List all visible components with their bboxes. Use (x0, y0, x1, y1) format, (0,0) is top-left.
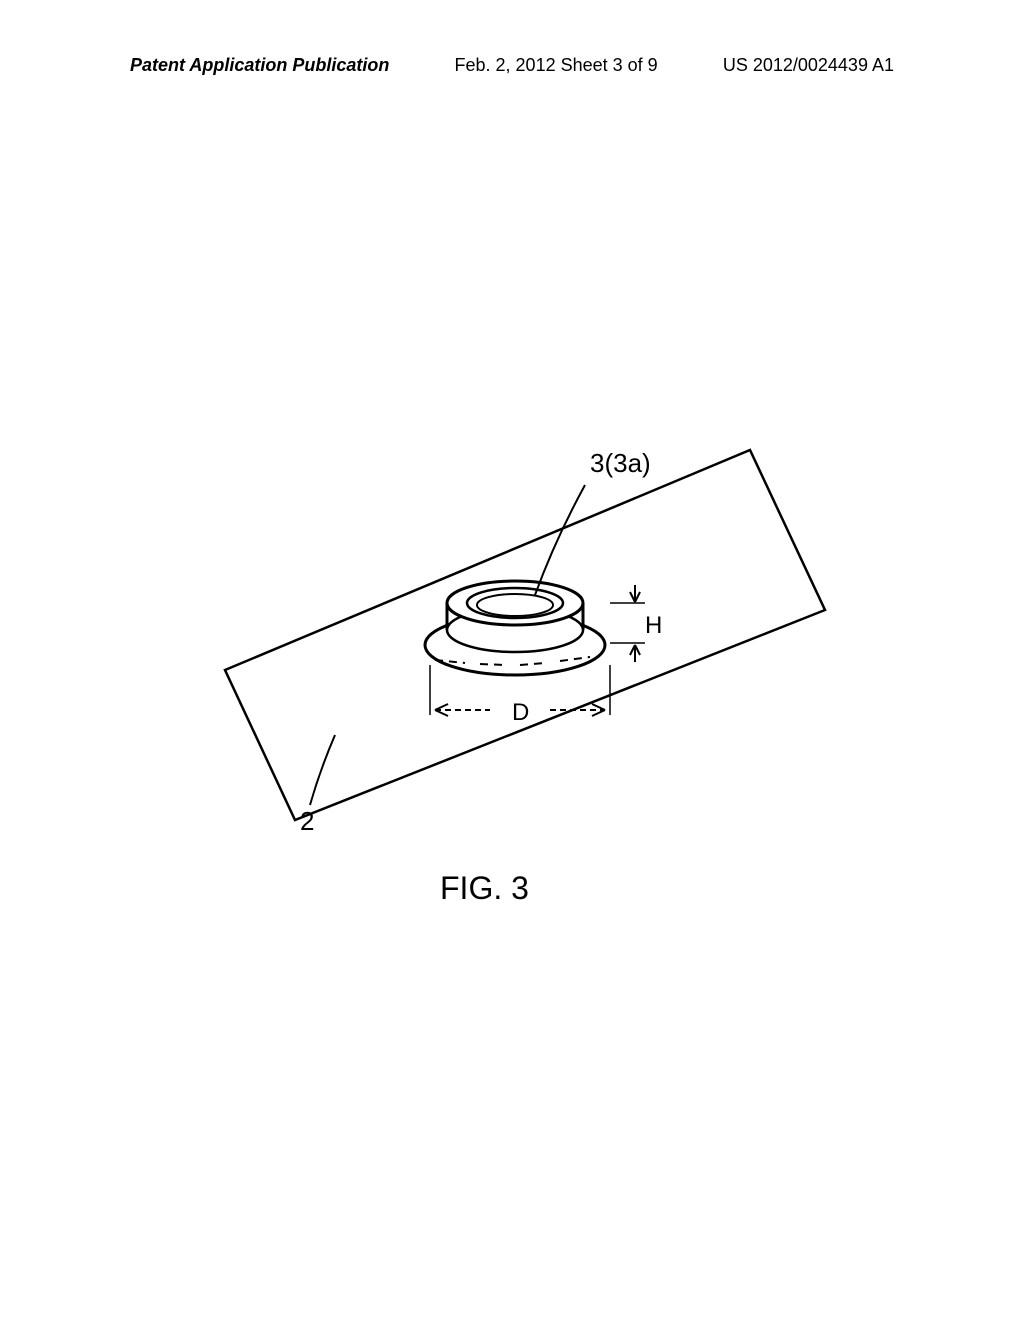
hidden-line (435, 657, 590, 665)
header-pubnum: US 2012/0024439 A1 (723, 55, 894, 76)
callout-label-2: 2 (300, 806, 314, 830)
figure-caption: FIG. 3 (440, 870, 529, 907)
callout-leader-2 (310, 735, 335, 805)
dimension-h: H (610, 585, 662, 662)
callout-leader-3 (535, 485, 585, 595)
dim-d-label: D (512, 699, 529, 726)
figure-3: 3(3a) 2 D H (190, 430, 830, 830)
figure-svg: 3(3a) 2 D H (190, 430, 830, 830)
header-date-sheet: Feb. 2, 2012 Sheet 3 of 9 (455, 55, 658, 76)
dim-h-label: H (645, 612, 662, 639)
header-publication: Patent Application Publication (130, 55, 389, 76)
callout-label-3: 3(3a) (590, 448, 651, 478)
page-header: Patent Application Publication Feb. 2, 2… (0, 55, 1024, 76)
